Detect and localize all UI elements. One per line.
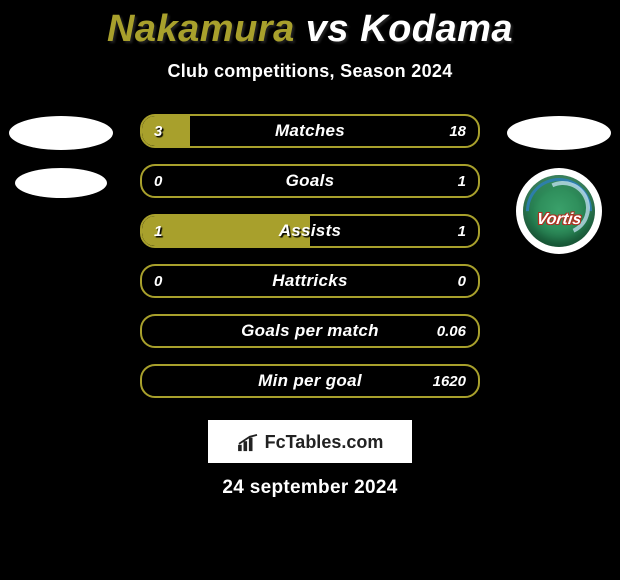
club2-badge: Vortis (516, 168, 602, 254)
club1-placeholder-icon (15, 168, 107, 198)
stat-bar: Goals per match0.06 (140, 314, 480, 348)
player1-name: Nakamura (107, 8, 295, 50)
date-label: 24 september 2024 (0, 477, 620, 499)
stat-bar: 0Hattricks0 (140, 264, 480, 298)
player2-name: Kodama (360, 8, 513, 50)
stat-label: Min per goal (142, 366, 478, 396)
stat-right-value: 1 (458, 166, 466, 196)
stat-label: Matches (142, 116, 478, 146)
stat-right-value: 1620 (433, 366, 466, 396)
stat-label: Goals (142, 166, 478, 196)
club2-wordmark: Vortis (523, 211, 595, 229)
club2-badge-inner: Vortis (523, 175, 595, 247)
content-area: Vortis 3Matches180Goals11Assists10Hattri… (0, 114, 620, 398)
player1-placeholder-icon (9, 116, 113, 150)
stat-bar: 1Assists1 (140, 214, 480, 248)
player2-placeholder-icon (507, 116, 611, 150)
branding-text: FcTables.com (265, 432, 384, 453)
stat-bars: 3Matches180Goals11Assists10Hattricks0Goa… (140, 114, 480, 398)
stat-bar: 0Goals1 (140, 164, 480, 198)
branding-box: FcTables.com (208, 420, 412, 463)
stat-right-value: 1 (458, 216, 466, 246)
stat-label: Goals per match (142, 316, 478, 346)
vs-separator: vs (306, 8, 349, 50)
stat-right-value: 18 (449, 116, 466, 146)
stat-right-value: 0 (458, 266, 466, 296)
title: Nakamura vs Kodama (0, 0, 620, 51)
stat-bar: Min per goal1620 (140, 364, 480, 398)
subtitle: Club competitions, Season 2024 (0, 61, 620, 82)
stat-bar: 3Matches18 (140, 114, 480, 148)
stat-label: Assists (142, 216, 478, 246)
stat-right-value: 0.06 (437, 316, 466, 346)
comparison-card: Nakamura vs Kodama Club competitions, Se… (0, 0, 620, 580)
left-placeholder-column (8, 116, 114, 198)
stat-label: Hattricks (142, 266, 478, 296)
fctables-logo-icon (237, 434, 259, 452)
right-placeholder-column: Vortis (506, 116, 612, 254)
